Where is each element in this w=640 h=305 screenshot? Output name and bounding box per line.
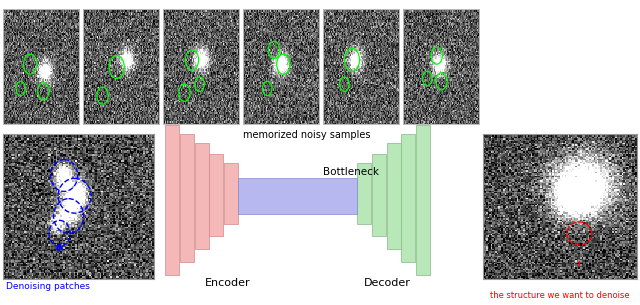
Bar — [357, 163, 371, 224]
Bar — [224, 163, 238, 224]
Bar — [180, 134, 194, 262]
Text: the structure we want to denoise: the structure we want to denoise — [490, 290, 630, 300]
Bar — [238, 178, 357, 213]
Bar — [209, 154, 223, 236]
Text: Denoising patches: Denoising patches — [6, 282, 90, 291]
Bar — [195, 143, 209, 249]
Bar — [416, 125, 430, 274]
Bar — [165, 125, 179, 274]
Bar — [401, 134, 415, 262]
Bar — [372, 154, 386, 236]
Text: memorized noisy samples: memorized noisy samples — [243, 130, 371, 140]
Text: Decoder: Decoder — [364, 278, 411, 288]
Text: Bottleneck: Bottleneck — [323, 167, 379, 177]
Text: Encoder: Encoder — [204, 278, 250, 288]
Bar — [387, 143, 401, 249]
